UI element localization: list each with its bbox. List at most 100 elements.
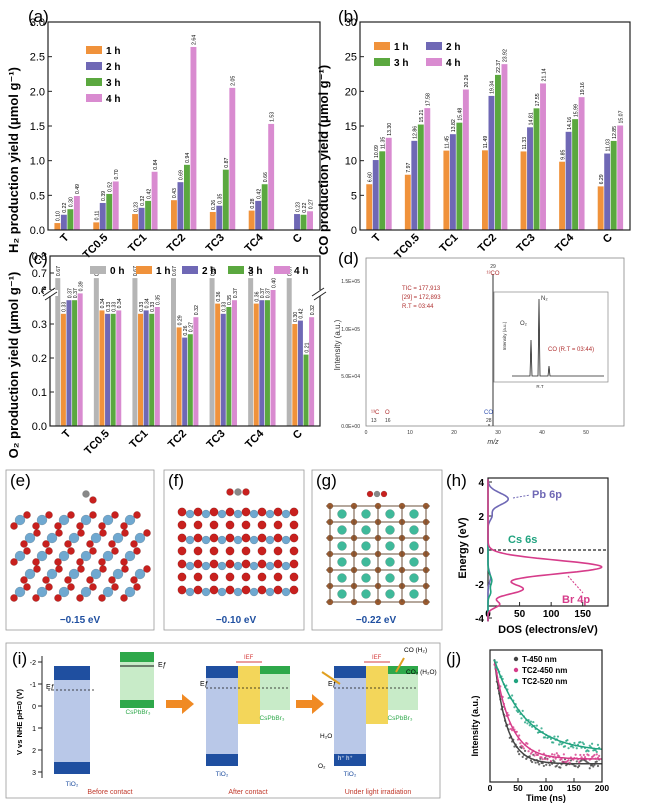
legend-swatch — [426, 58, 442, 66]
panel-label-h: (h) — [446, 471, 467, 490]
bar — [182, 337, 188, 426]
bar — [143, 310, 149, 426]
decay-point — [578, 761, 581, 764]
bar-value-label: 13.82 — [451, 119, 457, 132]
bar — [190, 46, 197, 231]
bar-value-label: 0.70 — [114, 169, 120, 179]
peak-13co-label: ¹³CO — [487, 271, 500, 277]
ti-atom — [217, 535, 227, 545]
bar-value-label: 14.81 — [528, 112, 534, 125]
ytick-label: 2.0 — [30, 86, 45, 98]
cs-atom — [409, 589, 419, 599]
bar — [294, 214, 300, 230]
decay-point — [515, 730, 518, 733]
o-atom — [193, 520, 203, 530]
o-atom — [133, 511, 141, 519]
cs-atom — [361, 573, 371, 583]
decay-point — [516, 710, 520, 714]
panel-j: (j) Intensity (a.u.) 0 50 100 150 200 T-450 … — [446, 649, 609, 803]
ytick-label: 2 — [478, 512, 484, 523]
o-atom — [54, 594, 62, 602]
bar — [132, 214, 139, 230]
ticks-i: -2 -1 0 1 2 3 — [30, 656, 43, 778]
decay-point — [594, 749, 597, 752]
cs-atom — [337, 589, 347, 599]
decay-point — [573, 741, 576, 745]
o-atom — [76, 522, 84, 530]
bar-value-label: 0.10 — [56, 211, 62, 221]
bar — [533, 108, 540, 230]
decay-point — [553, 753, 556, 756]
ytick-label: 0.2 — [32, 353, 47, 365]
cs-atom — [337, 541, 347, 551]
cspbbr3-gap-before — [120, 662, 154, 700]
decay-point — [548, 764, 551, 767]
bar-value-label: 0.36 — [255, 291, 261, 301]
cs-atom — [385, 509, 395, 519]
legend-label: 4 h — [106, 94, 120, 105]
category-label: T — [60, 427, 73, 440]
arrow-1 — [166, 694, 194, 714]
ti-atom — [281, 509, 291, 519]
o-atom — [55, 565, 63, 573]
co2-label: CO₂ (H₂O) — [406, 669, 437, 676]
decay-point — [521, 755, 524, 759]
o-atom — [32, 522, 40, 530]
info-d-1: [29] = 172,893 — [402, 295, 441, 301]
decay-point — [575, 760, 578, 763]
decay-point — [543, 757, 547, 761]
ti-atom — [36, 514, 48, 526]
o-atom — [209, 507, 219, 517]
bar-value-label: 0.33 — [62, 302, 68, 312]
xtick-d-4: 40 — [539, 430, 545, 436]
fit-curve — [493, 659, 602, 760]
ti-atom — [201, 509, 211, 519]
bar-value-label: 2.05 — [231, 76, 237, 86]
cs-atom — [337, 509, 347, 519]
decay-point — [540, 727, 543, 730]
cs-atom — [409, 541, 419, 551]
o-atom — [209, 546, 219, 556]
decay-point — [558, 743, 561, 746]
ti-atom — [14, 586, 26, 598]
bar — [231, 300, 237, 426]
decay-point — [521, 709, 524, 712]
bar — [540, 83, 546, 230]
ytick-label: 0.5 — [30, 190, 45, 202]
decay-point — [581, 741, 584, 744]
xlabel-j: Time (ns) — [526, 793, 566, 803]
bar — [138, 207, 145, 230]
decay-point — [582, 743, 585, 746]
o-atom — [273, 546, 283, 556]
o-atom — [111, 547, 119, 555]
o-atom — [241, 520, 251, 530]
ti-atom — [102, 514, 114, 526]
o-atom — [67, 583, 75, 591]
decay-point — [495, 661, 498, 664]
legend-swatch — [136, 266, 152, 274]
o-atom — [32, 594, 40, 602]
cs-atom — [409, 525, 419, 535]
panel-label-a: (a) — [28, 7, 49, 26]
o-atom — [225, 546, 235, 556]
ti-atom — [249, 509, 259, 519]
ti-atom — [249, 535, 259, 545]
cs-atom — [361, 589, 371, 599]
bar-value-label: 1.53 — [269, 112, 275, 122]
y-ticks-a: 0.0 0.5 1.0 1.5 2.0 2.5 3.0 — [30, 17, 52, 237]
frame-d — [365, 257, 625, 427]
bar — [424, 108, 431, 230]
bar-value-label: 0.33 — [222, 302, 228, 312]
o-atom — [193, 533, 203, 543]
bar-value-label: 0.32 — [140, 196, 146, 206]
bar-value-label: 15.99 — [573, 104, 579, 117]
ti-atom — [265, 561, 275, 571]
o-atom — [177, 507, 187, 517]
bar — [151, 171, 158, 230]
bar-value-label: 17.58 — [426, 93, 432, 106]
o-atom — [23, 511, 31, 519]
bar — [216, 205, 223, 230]
panel-label-g: (g) — [316, 471, 337, 490]
